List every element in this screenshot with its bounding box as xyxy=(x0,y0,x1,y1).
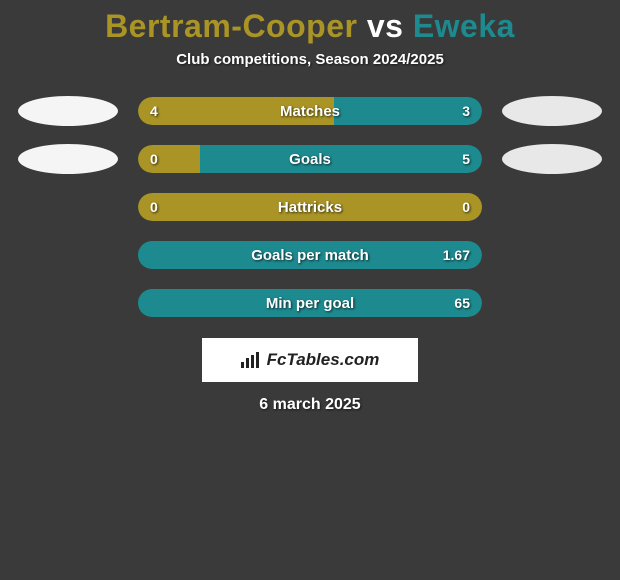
date-text: 6 march 2025 xyxy=(0,396,620,414)
avatar-spacer xyxy=(502,192,602,222)
stat-label: Goals per match xyxy=(138,241,482,269)
stat-label: Min per goal xyxy=(138,289,482,317)
avatar-spacer xyxy=(18,288,118,318)
player1-name: Bertram-Cooper xyxy=(105,8,357,44)
stat-right-value: 1.67 xyxy=(443,241,470,269)
stat-bar: 0Hattricks0 xyxy=(138,193,482,221)
stat-rows: 4Matches30Goals50Hattricks0Goals per mat… xyxy=(0,96,620,318)
stat-right-value: 3 xyxy=(462,97,470,125)
player2-avatar xyxy=(502,96,602,126)
stat-right-value: 5 xyxy=(462,145,470,173)
stat-row: Goals per match1.67 xyxy=(0,240,620,270)
stat-bar: 0Goals5 xyxy=(138,145,482,173)
avatar-spacer xyxy=(18,240,118,270)
avatar-spacer xyxy=(18,192,118,222)
stat-row: 4Matches3 xyxy=(0,96,620,126)
chart-icon xyxy=(241,352,261,368)
stat-right-value: 0 xyxy=(462,193,470,221)
avatar-spacer xyxy=(502,240,602,270)
page-title: Bertram-Cooper vs Eweka xyxy=(0,8,620,45)
subtitle: Club competitions, Season 2024/2025 xyxy=(0,51,620,68)
stat-bar: Min per goal65 xyxy=(138,289,482,317)
attribution-text: FcTables.com xyxy=(267,350,380,370)
stat-row: Min per goal65 xyxy=(0,288,620,318)
stat-row: 0Goals5 xyxy=(0,144,620,174)
comparison-infographic: Bertram-Cooper vs Eweka Club competition… xyxy=(0,0,620,414)
stat-label: Goals xyxy=(138,145,482,173)
player1-avatar xyxy=(18,144,118,174)
stat-right-value: 65 xyxy=(454,289,470,317)
player2-name: Eweka xyxy=(413,8,515,44)
stat-bar: 4Matches3 xyxy=(138,97,482,125)
stat-label: Matches xyxy=(138,97,482,125)
stat-bar: Goals per match1.67 xyxy=(138,241,482,269)
player2-avatar xyxy=(502,144,602,174)
attribution-badge: FcTables.com xyxy=(202,338,418,382)
stat-label: Hattricks xyxy=(138,193,482,221)
avatar-spacer xyxy=(502,288,602,318)
player1-avatar xyxy=(18,96,118,126)
vs-text: vs xyxy=(367,8,404,44)
stat-row: 0Hattricks0 xyxy=(0,192,620,222)
